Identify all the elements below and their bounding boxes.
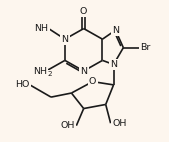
Text: N: N (80, 66, 87, 76)
Text: N: N (112, 26, 119, 35)
Text: Br: Br (140, 43, 150, 52)
Text: O: O (80, 7, 87, 16)
Text: OH: OH (112, 119, 127, 128)
Text: NH: NH (33, 66, 47, 76)
Text: O: O (89, 77, 96, 86)
Text: N: N (61, 35, 68, 44)
Text: N: N (110, 60, 117, 69)
Text: 2: 2 (47, 71, 52, 77)
Text: NH: NH (35, 24, 49, 33)
Text: HO: HO (15, 80, 30, 89)
Text: OH: OH (60, 121, 75, 130)
